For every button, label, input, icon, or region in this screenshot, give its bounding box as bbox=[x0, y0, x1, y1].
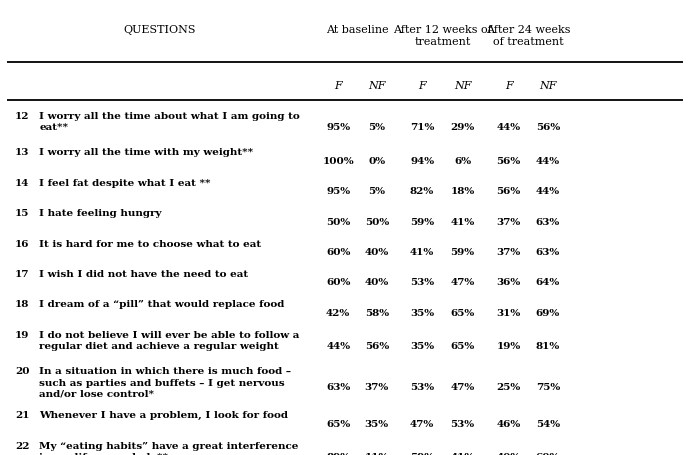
Text: 53%: 53% bbox=[451, 419, 475, 428]
Text: I hate feeling hungry: I hate feeling hungry bbox=[39, 209, 162, 218]
Text: 65%: 65% bbox=[326, 419, 351, 428]
Text: 41%: 41% bbox=[451, 217, 475, 226]
Text: 40%: 40% bbox=[497, 452, 521, 455]
Text: NF: NF bbox=[368, 81, 386, 91]
Text: 75%: 75% bbox=[535, 382, 560, 391]
Text: 63%: 63% bbox=[535, 217, 560, 226]
Text: 95%: 95% bbox=[326, 123, 351, 132]
Text: 19%: 19% bbox=[497, 342, 521, 351]
Text: I do not believe I will ever be able to follow a
regular diet and achieve a regu: I do not believe I will ever be able to … bbox=[39, 330, 299, 350]
Text: 13: 13 bbox=[15, 148, 30, 157]
Text: 5%: 5% bbox=[368, 187, 385, 196]
Text: In a situation in which there is much food –
such as parties and buffets – I get: In a situation in which there is much fo… bbox=[39, 367, 291, 398]
Text: 46%: 46% bbox=[497, 419, 521, 428]
Text: 89%: 89% bbox=[326, 452, 351, 455]
Text: 60%: 60% bbox=[535, 452, 560, 455]
Text: QUESTIONS: QUESTIONS bbox=[124, 25, 196, 35]
Text: 17: 17 bbox=[15, 269, 30, 278]
Text: 64%: 64% bbox=[535, 278, 560, 287]
Text: 65%: 65% bbox=[451, 308, 475, 317]
Text: 69%: 69% bbox=[535, 308, 560, 317]
Text: 60%: 60% bbox=[326, 278, 351, 287]
Text: NF: NF bbox=[539, 81, 557, 91]
Text: NF: NF bbox=[454, 81, 471, 91]
Text: 44%: 44% bbox=[497, 123, 521, 132]
Text: 56%: 56% bbox=[535, 123, 560, 132]
Text: 18: 18 bbox=[15, 300, 30, 308]
Text: 53%: 53% bbox=[410, 382, 434, 391]
Text: 42%: 42% bbox=[326, 308, 351, 317]
Text: 53%: 53% bbox=[410, 278, 434, 287]
Text: 47%: 47% bbox=[451, 278, 475, 287]
Text: 81%: 81% bbox=[535, 342, 560, 351]
Text: 41%: 41% bbox=[410, 248, 434, 257]
Text: 14: 14 bbox=[15, 178, 30, 187]
Text: 60%: 60% bbox=[326, 248, 351, 257]
Text: 41%: 41% bbox=[451, 452, 475, 455]
Text: 100%: 100% bbox=[322, 157, 354, 166]
Text: 40%: 40% bbox=[364, 248, 389, 257]
Text: My “eating habits” have a great interference
in my life as a whole**: My “eating habits” have a great interfer… bbox=[39, 440, 299, 455]
Text: 82%: 82% bbox=[410, 187, 434, 196]
Text: 25%: 25% bbox=[497, 382, 521, 391]
Text: 56%: 56% bbox=[364, 342, 389, 351]
Text: 50%: 50% bbox=[364, 217, 389, 226]
Text: 37%: 37% bbox=[497, 217, 521, 226]
Text: At baseline: At baseline bbox=[326, 25, 388, 35]
Text: I worry all the time about what I am going to
eat**: I worry all the time about what I am goi… bbox=[39, 111, 300, 131]
Text: 37%: 37% bbox=[497, 248, 521, 257]
Text: 16: 16 bbox=[15, 239, 30, 248]
Text: 44%: 44% bbox=[326, 342, 351, 351]
Text: 36%: 36% bbox=[497, 278, 521, 287]
Text: 21: 21 bbox=[15, 410, 30, 420]
Text: 35%: 35% bbox=[365, 419, 389, 428]
Text: 31%: 31% bbox=[497, 308, 521, 317]
Text: 54%: 54% bbox=[536, 419, 560, 428]
Text: I dream of a “pill” that would replace food: I dream of a “pill” that would replace f… bbox=[39, 300, 285, 308]
Text: After 24 weeks
of treatment: After 24 weeks of treatment bbox=[486, 25, 571, 47]
Text: 15: 15 bbox=[15, 209, 30, 218]
Text: 19: 19 bbox=[15, 330, 30, 339]
Text: I worry all the time with my weight**: I worry all the time with my weight** bbox=[39, 148, 253, 157]
Text: I feel fat despite what I eat **: I feel fat despite what I eat ** bbox=[39, 178, 211, 187]
Text: 47%: 47% bbox=[451, 382, 475, 391]
Text: 95%: 95% bbox=[326, 187, 351, 196]
Text: 11%: 11% bbox=[364, 452, 389, 455]
Text: 50%: 50% bbox=[326, 217, 351, 226]
Text: 6%: 6% bbox=[454, 157, 471, 166]
Text: 44%: 44% bbox=[536, 157, 560, 166]
Text: It is hard for me to choose what to eat: It is hard for me to choose what to eat bbox=[39, 239, 262, 248]
Text: 94%: 94% bbox=[410, 157, 434, 166]
Text: F: F bbox=[335, 81, 342, 91]
Text: After 12 weeks of
treatment: After 12 weeks of treatment bbox=[393, 25, 492, 47]
Text: 37%: 37% bbox=[364, 382, 389, 391]
Text: F: F bbox=[505, 81, 513, 91]
Text: 63%: 63% bbox=[535, 248, 560, 257]
Text: 12: 12 bbox=[15, 111, 30, 121]
Text: 35%: 35% bbox=[410, 308, 434, 317]
Text: 35%: 35% bbox=[410, 342, 434, 351]
Text: 59%: 59% bbox=[410, 217, 434, 226]
Text: 5%: 5% bbox=[368, 123, 385, 132]
Text: Whenever I have a problem, I look for food: Whenever I have a problem, I look for fo… bbox=[39, 410, 288, 420]
Text: 56%: 56% bbox=[497, 187, 521, 196]
Text: 40%: 40% bbox=[364, 278, 389, 287]
Text: 18%: 18% bbox=[451, 187, 475, 196]
Text: 29%: 29% bbox=[451, 123, 475, 132]
Text: I wish I did not have the need to eat: I wish I did not have the need to eat bbox=[39, 269, 248, 278]
Text: 58%: 58% bbox=[365, 308, 389, 317]
Text: 0%: 0% bbox=[368, 157, 385, 166]
Text: 65%: 65% bbox=[451, 342, 475, 351]
Text: 56%: 56% bbox=[497, 157, 521, 166]
Text: 47%: 47% bbox=[410, 419, 434, 428]
Text: 59%: 59% bbox=[451, 248, 475, 257]
Text: 44%: 44% bbox=[536, 187, 560, 196]
Text: 20: 20 bbox=[15, 367, 30, 375]
Text: 71%: 71% bbox=[410, 123, 434, 132]
Text: 59%: 59% bbox=[410, 452, 434, 455]
Text: 22: 22 bbox=[15, 440, 30, 450]
Text: F: F bbox=[418, 81, 426, 91]
Text: 63%: 63% bbox=[326, 382, 351, 391]
